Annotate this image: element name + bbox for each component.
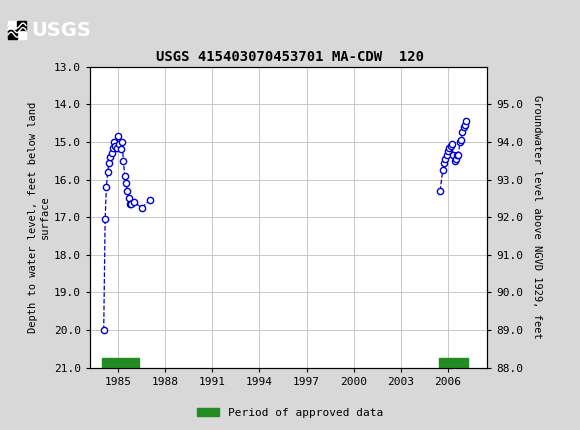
Bar [8,30,17,39]
Bar [8,21,17,30]
Text: USGS: USGS [31,21,91,40]
Bar [103,358,139,372]
Bar [438,358,469,372]
Bar [17,21,26,30]
Y-axis label: Groundwater level above NGVD 1929, feet: Groundwater level above NGVD 1929, feet [531,95,542,339]
Legend: Period of approved data: Period of approved data [193,403,387,422]
Y-axis label: Depth to water level, feet below land
surface: Depth to water level, feet below land su… [28,101,50,333]
Text: USGS 415403070453701 MA-CDW  120: USGS 415403070453701 MA-CDW 120 [156,50,424,64]
Bar [17,30,26,39]
